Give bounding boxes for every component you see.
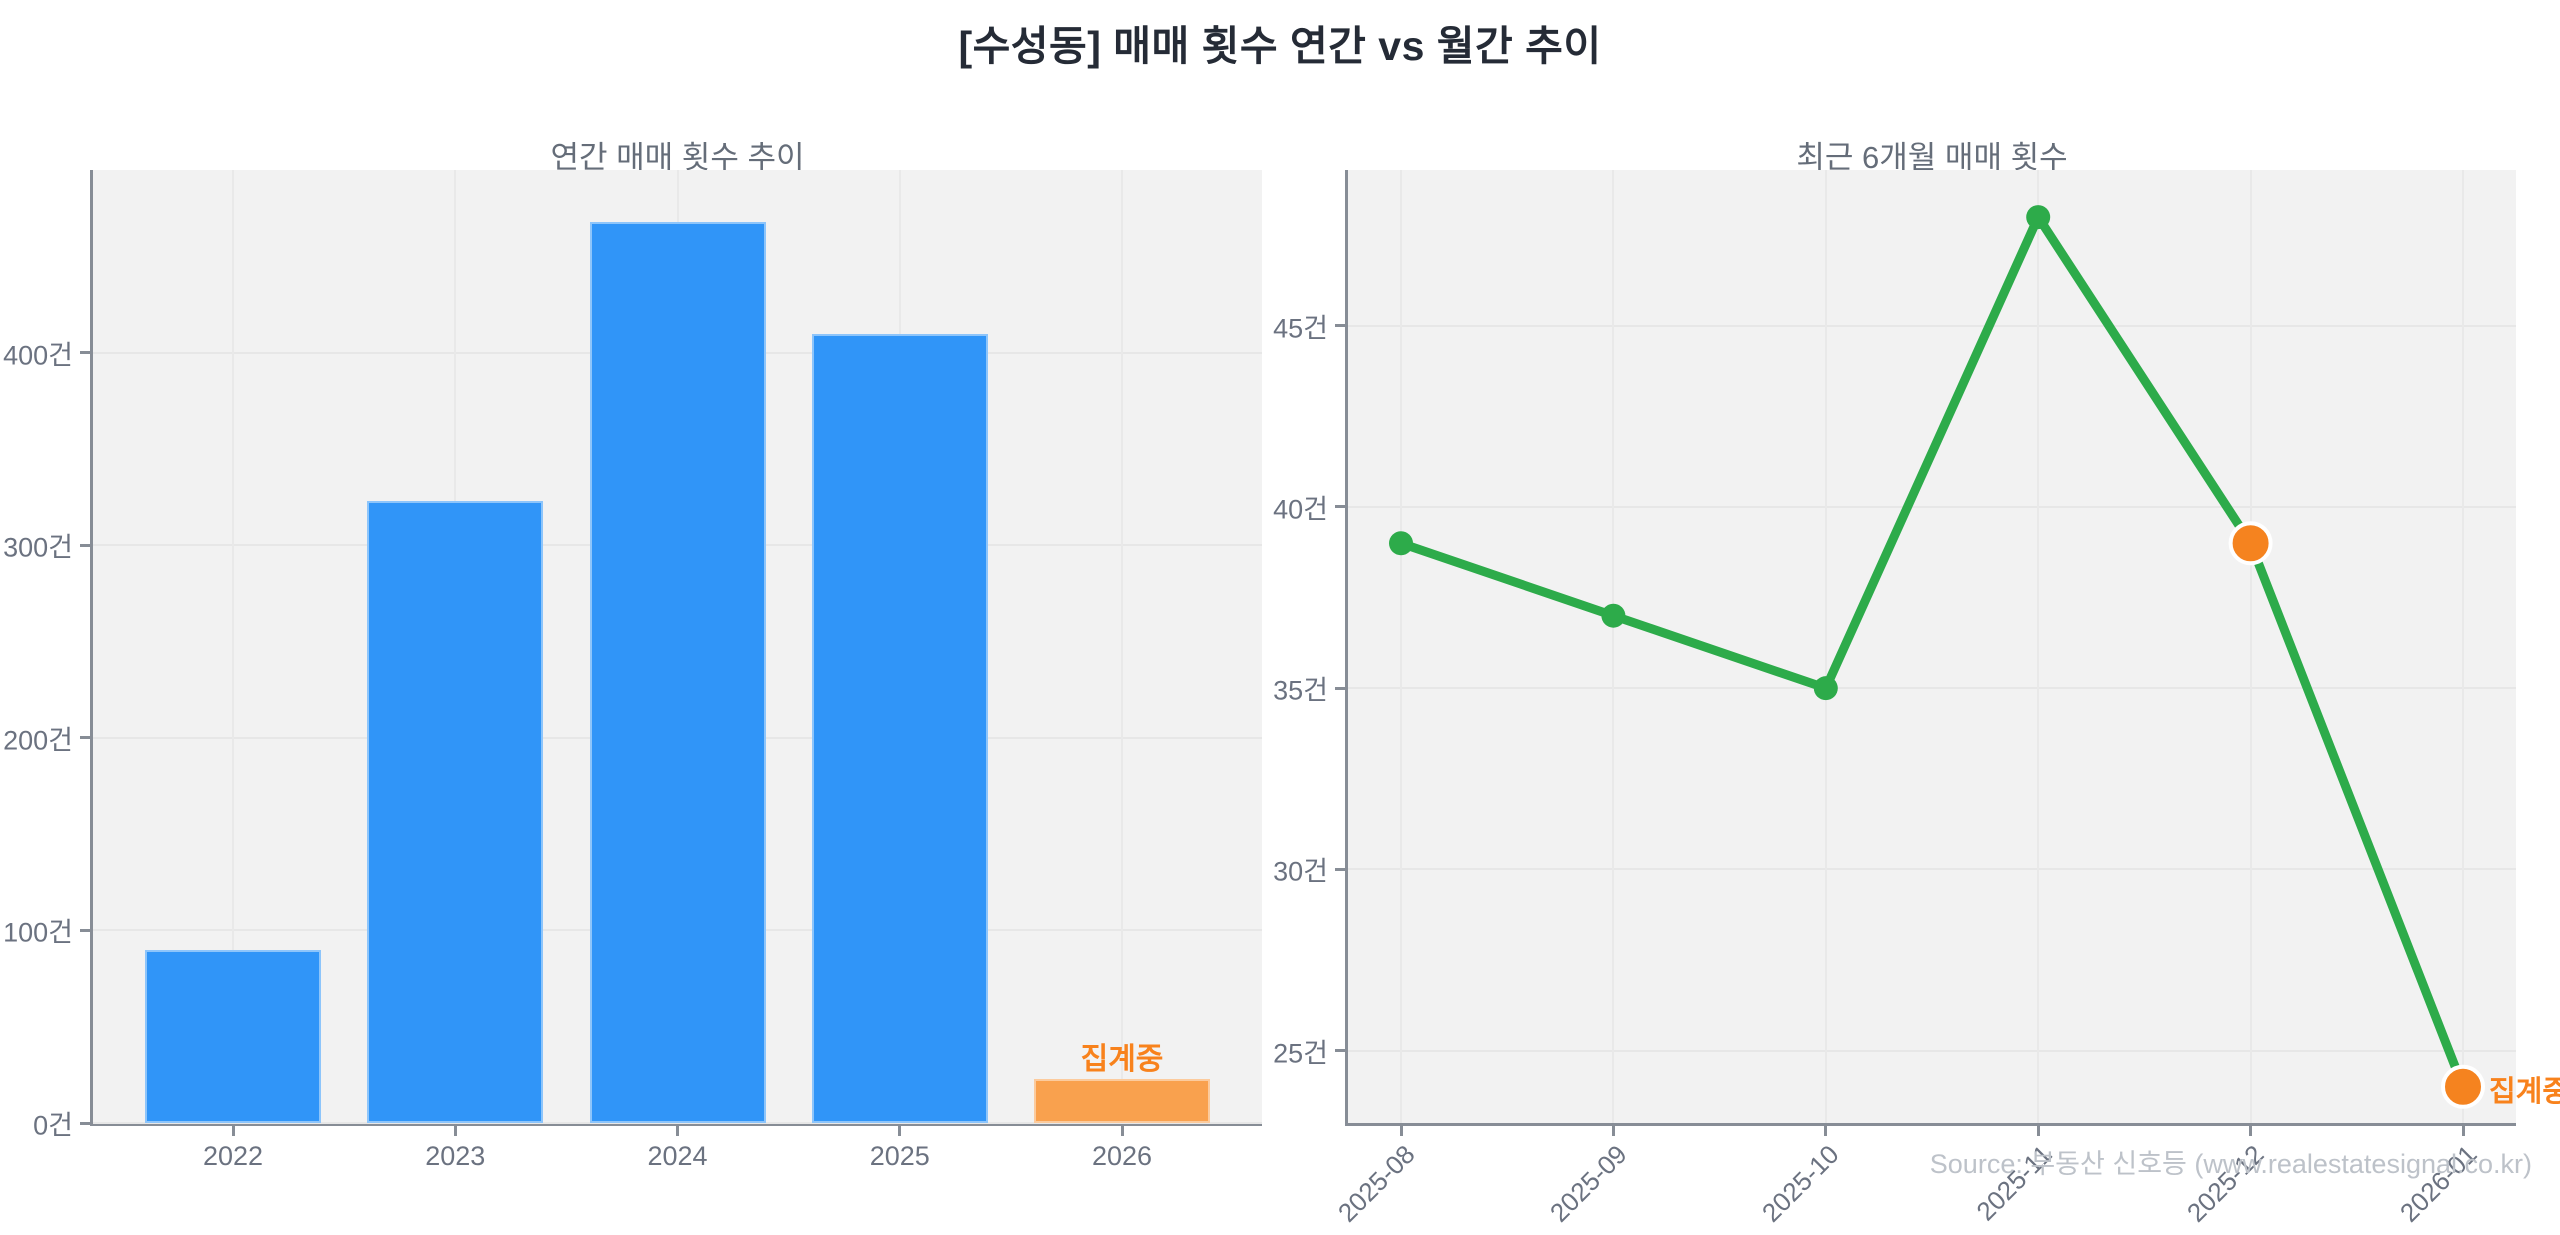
bar-2026[interactable] xyxy=(1034,1078,1210,1123)
pending-label: 집계중 xyxy=(1080,1042,1164,1076)
y-tick xyxy=(80,543,90,547)
y-tick xyxy=(1335,686,1345,690)
gridline-v xyxy=(1612,170,1615,1123)
x-tick xyxy=(676,1126,679,1136)
gridline-v xyxy=(2037,170,2040,1123)
y-tick-label: 30건 xyxy=(1273,856,1328,887)
gridline-h xyxy=(1348,687,2516,690)
source-watermark: Source: 부동산 신호등 (www.realestatesignal.co… xyxy=(1929,1149,2532,1179)
x-tick-label: 2025-08 xyxy=(1331,1139,1421,1228)
page-title: [수성동] 매매 횟수 연간 vs 월간 추이 xyxy=(958,23,1602,69)
y-tick xyxy=(80,928,90,932)
gridline-v xyxy=(2462,170,2464,1123)
x-tick xyxy=(1824,1126,1828,1136)
gridline-h xyxy=(1348,868,2516,871)
trend-line xyxy=(1396,212,2468,1092)
y-axis-line xyxy=(1345,170,1348,1126)
gridline-h xyxy=(1348,505,2516,508)
y-tick xyxy=(1335,867,1345,871)
x-tick xyxy=(1120,1126,1124,1136)
y-tick-label: 35건 xyxy=(1273,675,1328,706)
bar-2022[interactable] xyxy=(145,949,321,1123)
y-tick-label: 300건 xyxy=(3,532,73,563)
x-axis-line xyxy=(1345,1123,2516,1126)
y-tick xyxy=(1335,324,1345,328)
x-tick xyxy=(1611,1126,1615,1136)
y-tick-label: 400건 xyxy=(3,340,73,371)
point-2025-12[interactable] xyxy=(2228,521,2273,566)
x-axis-line xyxy=(90,1123,1262,1126)
y-tick-label: 25건 xyxy=(1273,1038,1328,1069)
gridline-h xyxy=(93,1122,1262,1124)
y-tick xyxy=(80,736,90,740)
x-tick-label: 2022 xyxy=(202,1141,264,1171)
point-2025-11[interactable] xyxy=(2026,205,2051,230)
point-2025-09[interactable] xyxy=(1601,603,1626,628)
x-tick-label: 2024 xyxy=(647,1141,708,1171)
y-tick-label: 0건 xyxy=(33,1110,73,1141)
x-tick xyxy=(1399,1126,1403,1136)
x-tick-label: 2025-10 xyxy=(1756,1139,1846,1228)
x-tick xyxy=(898,1126,902,1136)
bar-2023[interactable] xyxy=(367,501,544,1123)
bar-2025[interactable] xyxy=(811,333,988,1123)
x-tick xyxy=(2461,1126,2465,1136)
line-chart-plot-area: 25건 30건 35건 40건 45건 2025-08 2025-09 2025-10 2025… xyxy=(1273,170,2560,1228)
y-tick xyxy=(80,1121,90,1125)
point-2026-01[interactable] xyxy=(2441,1064,2485,1109)
y-tick-label: 100건 xyxy=(3,917,73,948)
x-tick xyxy=(2036,1126,2040,1136)
y-tick xyxy=(1335,1049,1345,1053)
y-tick-label: 40건 xyxy=(1273,494,1328,525)
x-tick-label: 2023 xyxy=(425,1141,486,1171)
bar-chart-plot-area: 0건 100건 200건 300건 400건 2022 2023 2024 2025 2026 집계… xyxy=(3,170,1262,1171)
y-axis-line xyxy=(90,170,93,1126)
gridline-v xyxy=(2249,170,2252,1123)
y-tick xyxy=(1335,505,1345,509)
line-chart-title: 최근 6개월 매매 횟수 xyxy=(1796,140,2068,175)
gridline-v xyxy=(232,170,234,1123)
y-tick xyxy=(80,351,90,355)
bar-chart-title: 연간 매매 횟수 추이 xyxy=(550,140,805,175)
x-tick xyxy=(453,1126,457,1136)
bar-2024[interactable] xyxy=(589,221,766,1123)
x-tick-label: 2025 xyxy=(869,1141,930,1171)
x-tick xyxy=(2249,1126,2253,1136)
x-tick-label: 2025-09 xyxy=(1543,1139,1633,1228)
x-tick-label: 2026 xyxy=(1091,1141,1153,1171)
pending-label: 집계중 xyxy=(2489,1075,2560,1108)
gridline-h xyxy=(1348,1049,2516,1052)
point-2025-08[interactable] xyxy=(1389,531,1413,556)
gridline-v xyxy=(1400,170,1402,1123)
gridline-h xyxy=(1348,324,2516,327)
point-2025-10[interactable] xyxy=(1813,676,1838,701)
y-tick-label: 200건 xyxy=(3,725,73,756)
gridline-v xyxy=(1121,170,1123,1123)
gridline-v xyxy=(1824,170,1827,1123)
trend-line-layer xyxy=(1389,205,2485,1109)
y-tick-label: 45건 xyxy=(1273,313,1328,344)
x-tick xyxy=(231,1126,235,1136)
